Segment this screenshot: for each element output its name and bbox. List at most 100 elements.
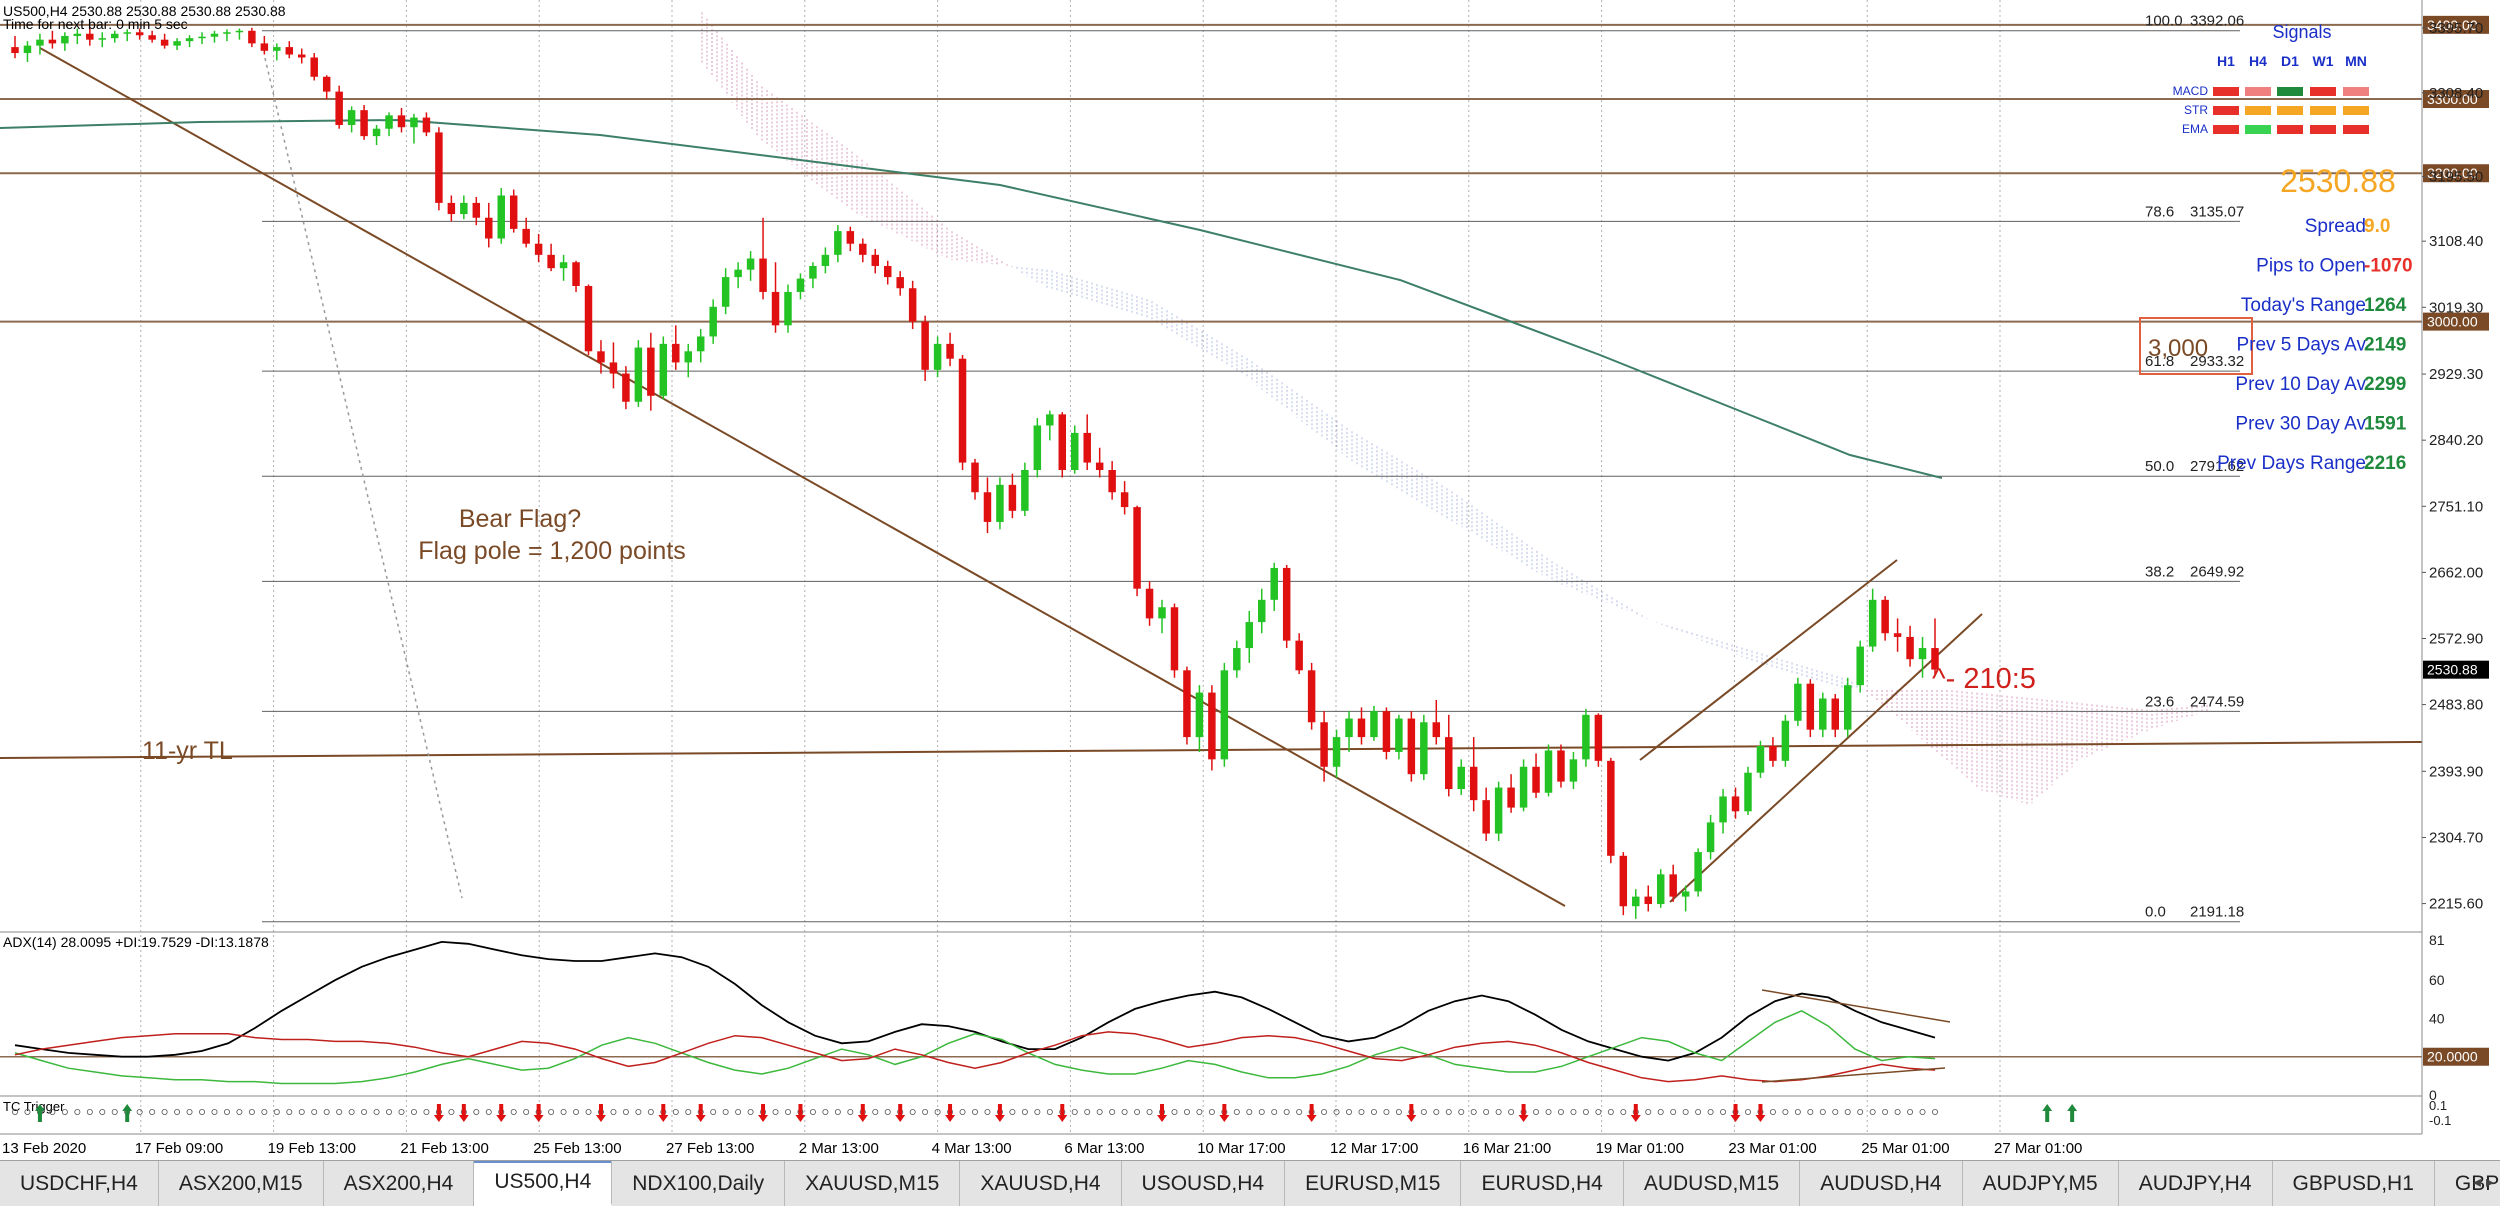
tc-dot	[236, 1109, 243, 1116]
time-label: 25 Mar 01:00	[1861, 1140, 1949, 1157]
tc-dot	[24, 1109, 31, 1116]
candle-body	[622, 373, 630, 402]
symbol-tab[interactable]: ASX200,H4	[324, 1161, 475, 1206]
tc-dot	[74, 1109, 81, 1116]
candle-body	[672, 343, 680, 363]
tc-dot	[1744, 1109, 1751, 1116]
candle-body	[1220, 670, 1229, 760]
stat-label: Prev Days Range	[2217, 453, 2366, 474]
chart-canvas[interactable]: 3400.00 3300.00 3200.00 3000.00 100.0 3392.0…	[0, 0, 2500, 1160]
tc-down-arrow-icon	[458, 1104, 469, 1122]
candle-body	[485, 217, 493, 239]
candle-body	[946, 343, 954, 359]
symbol-tab[interactable]: NDX100,Daily	[612, 1161, 786, 1206]
candle-body	[1831, 698, 1839, 730]
signal-cell	[2343, 125, 2369, 134]
time-label: 21 Feb 13:00	[400, 1140, 488, 1157]
symbol-tab[interactable]: XAUUSD,M15	[785, 1161, 961, 1206]
tc-dot	[1034, 1109, 1041, 1116]
tc-dot	[1183, 1109, 1190, 1116]
chart-title: US500,H4 2530.88 2530.88 2530.88 2530.88	[3, 3, 286, 19]
price-tick-label: 2840.20	[2429, 432, 2483, 449]
tc-dot	[1919, 1109, 1926, 1116]
tc-dot	[298, 1109, 305, 1116]
tc-dot	[1021, 1109, 1028, 1116]
symbol-tab[interactable]: GBPUSD,H1	[2273, 1161, 2435, 1206]
tc-dot	[934, 1109, 941, 1116]
tc-down-arrow-icon	[1518, 1104, 1529, 1122]
tc-dot	[1296, 1109, 1303, 1116]
symbol-tab[interactable]: EURUSD,M15	[1285, 1161, 1462, 1206]
tc-dot	[1670, 1109, 1677, 1116]
tc-trigger-indicator: TC Trigger 0.1-0.1	[3, 1098, 2451, 1128]
candle-body	[597, 351, 605, 363]
symbol-tab[interactable]: US500,H4	[474, 1161, 613, 1206]
stat-value: 2299	[2364, 374, 2406, 395]
candle-body	[472, 202, 481, 218]
symbol-tab[interactable]: AUDJPY,M5	[1963, 1161, 2119, 1206]
candle-body	[1158, 607, 1166, 619]
candle-body	[1694, 852, 1702, 892]
candle-body	[497, 195, 505, 239]
candle-body	[572, 262, 580, 286]
tc-down-arrow-icon	[1406, 1104, 1417, 1122]
signal-timeframe: H1	[2217, 53, 2235, 69]
candle-body	[1781, 720, 1790, 761]
candle-body	[547, 254, 555, 269]
tc-dot	[1932, 1109, 1939, 1116]
tc-dot	[722, 1109, 729, 1116]
tc-dot	[635, 1109, 642, 1116]
tc-dot	[1258, 1109, 1265, 1116]
symbol-tab[interactable]: AUDUSD,M15	[1624, 1161, 1801, 1206]
symbol-tab-bar: USDCHF,H4 ASX200,M15 ASX200,H4 US500,H4 NDX1…	[0, 1160, 2500, 1206]
tc-down-arrow-icon	[795, 1104, 806, 1122]
time-label: 13 Feb 2020	[2, 1140, 86, 1157]
symbol-tab[interactable]: ASX200,M15	[159, 1161, 324, 1206]
symbol-tab[interactable]: USDCHF,H4	[0, 1161, 159, 1206]
tc-dot	[111, 1109, 118, 1116]
candle-body	[684, 351, 692, 363]
symbol-tab[interactable]: USOUSD,H4	[1122, 1161, 1286, 1206]
tc-down-arrow-icon	[695, 1104, 706, 1122]
symbol-tab[interactable]: AUDUSD,H4	[1800, 1161, 1963, 1206]
candle-body	[1519, 766, 1528, 808]
stat-label: Today's Range	[2241, 295, 2366, 316]
candle-body	[397, 115, 406, 128]
tc-dot	[1009, 1109, 1016, 1116]
time-label: 10 Mar 17:00	[1197, 1140, 1285, 1157]
candle-body	[1457, 766, 1465, 790]
tc-dot	[1844, 1109, 1851, 1116]
tc-dot	[1508, 1109, 1515, 1116]
signal-row-label: MACD	[2173, 84, 2209, 98]
symbol-tab[interactable]: AUDJPY,H4	[2119, 1161, 2273, 1206]
candle-body	[846, 231, 855, 244]
symbol-tab[interactable]: GBPUSD,H4	[2435, 1161, 2500, 1206]
tc-dot	[410, 1109, 417, 1116]
adx-tick-label: 0	[2429, 1087, 2437, 1103]
candle-body	[11, 47, 19, 54]
fib-percent: 23.6	[2145, 693, 2174, 710]
candle-body	[883, 265, 892, 278]
tc-dot	[847, 1109, 854, 1116]
candle-body	[285, 47, 294, 55]
tc-down-arrow-icon	[758, 1104, 769, 1122]
tc-dot	[1246, 1109, 1253, 1116]
candle-body	[1806, 683, 1815, 730]
tc-dot	[884, 1109, 891, 1116]
tc-dot	[1645, 1109, 1652, 1116]
signal-cell	[2310, 125, 2336, 134]
tab-scroll-arrows[interactable]: ◂ ▸	[2472, 1172, 2494, 1191]
tc-dot	[11, 1109, 18, 1116]
signal-cell	[2277, 106, 2303, 115]
symbol-tab[interactable]: EURUSD,H4	[1461, 1161, 1624, 1206]
price-tick-label: 2572.90	[2429, 630, 2483, 647]
candle-body	[971, 462, 979, 493]
signal-cell	[2213, 106, 2239, 115]
candlesticks	[11, 27, 1939, 919]
symbol-tab[interactable]: XAUUSD,H4	[960, 1161, 1122, 1206]
time-label: 16 Mar 21:00	[1463, 1140, 1551, 1157]
adx-series-line	[14, 940, 1936, 1062]
candle-body	[235, 30, 244, 33]
signal-cell	[2245, 87, 2271, 96]
tc-dot	[1894, 1109, 1901, 1116]
